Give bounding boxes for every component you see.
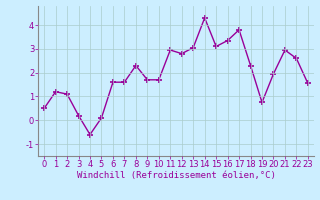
X-axis label: Windchill (Refroidissement éolien,°C): Windchill (Refroidissement éolien,°C) bbox=[76, 171, 276, 180]
